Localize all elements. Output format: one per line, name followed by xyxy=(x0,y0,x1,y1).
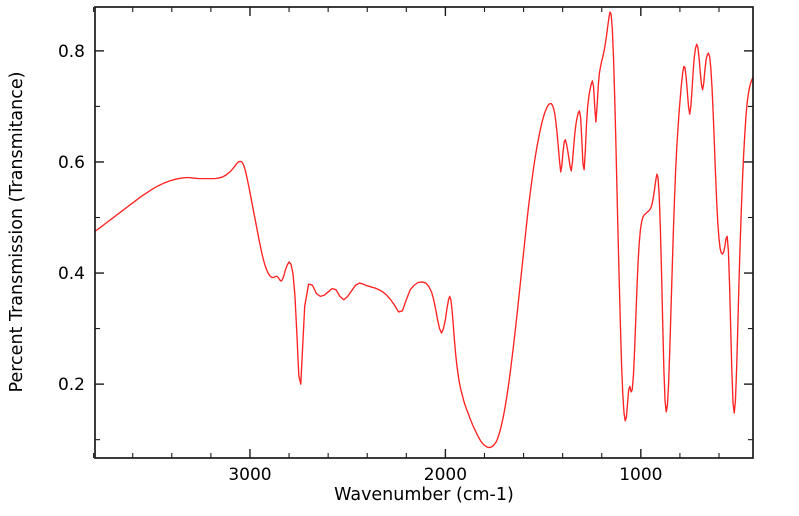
y-tick-label: 0.4 xyxy=(58,264,85,284)
y-tick-label: 0.8 xyxy=(58,42,85,62)
spectrum-curve xyxy=(94,11,754,449)
x-tick-label: 1000 xyxy=(619,465,662,485)
y-axis-title: Percent Transmission (Transmitance) xyxy=(7,72,27,393)
y-tick-label: 0.2 xyxy=(58,375,85,395)
x-axis-tick-labels: 3000 2000 1000 xyxy=(228,465,662,485)
plot-frame-border xyxy=(94,6,754,459)
y-axis-tick-labels: 0.2 0.4 0.6 0.8 xyxy=(58,42,85,395)
x-tick-label: 2000 xyxy=(424,465,467,485)
x-tick-label: 3000 xyxy=(228,465,271,485)
x-axis-title: Wavenumber (cm-1) xyxy=(334,485,514,505)
y-tick-label: 0.6 xyxy=(58,153,85,173)
